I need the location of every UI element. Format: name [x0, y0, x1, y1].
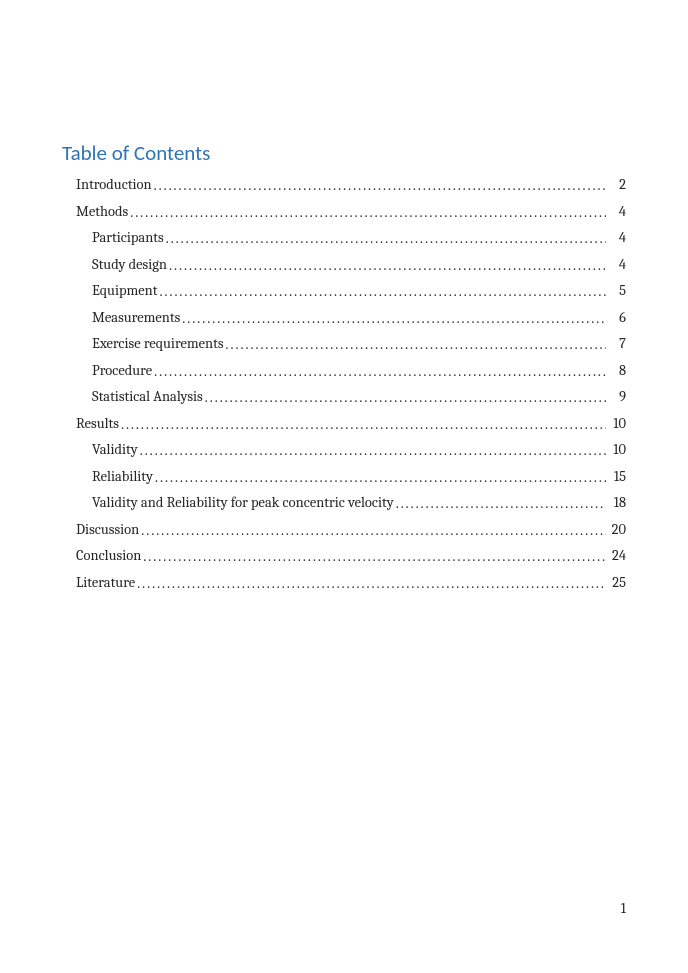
toc-entry-page: 9 [606, 390, 626, 405]
toc-entry-page: 4 [606, 231, 626, 246]
toc-entry-label: Conclusion [76, 549, 141, 564]
toc-entry-label: Literature [76, 576, 135, 591]
toc-entry-page: 24 [606, 549, 626, 564]
toc-entry-page: 6 [606, 311, 626, 326]
document-page: Table of Contents Introduction 2 Methods… [0, 0, 688, 973]
toc-entry: Participants 4 [62, 225, 626, 252]
toc-entry: Validity 10 [62, 437, 626, 464]
toc-leader-dots [203, 391, 606, 406]
toc-entry: Procedure 8 [62, 358, 626, 385]
toc-entry-page: 5 [606, 284, 626, 299]
toc-leader-dots [167, 259, 606, 274]
toc-leader-dots [152, 179, 606, 194]
toc-leader-dots [153, 471, 606, 486]
toc-entry: Validity and Reliability for peak concen… [62, 490, 626, 517]
toc-entry-label: Study design [92, 258, 167, 273]
toc-entry: Equipment 5 [62, 278, 626, 305]
toc-entry-page: 8 [606, 364, 626, 379]
toc-entry: Study design 4 [62, 252, 626, 279]
toc-entry-page: 4 [606, 258, 626, 273]
toc-entry-label: Discussion [76, 523, 139, 538]
toc-entry-label: Validity and Reliability for peak concen… [92, 496, 394, 511]
toc-entry: Reliability 15 [62, 464, 626, 491]
toc-entry-page: 2 [606, 178, 626, 193]
toc-leader-dots [128, 206, 606, 221]
toc-entry-label: Introduction [76, 178, 152, 193]
toc-leader-dots [119, 418, 606, 433]
toc-entry-page: 10 [606, 417, 626, 432]
toc-leader-dots [180, 312, 606, 327]
toc-entry-page: 10 [606, 443, 626, 458]
toc-leader-dots [152, 365, 606, 380]
toc-entry-page: 4 [606, 205, 626, 220]
toc-entry: Literature 25 [62, 570, 626, 597]
toc-entry-label: Procedure [92, 364, 152, 379]
toc-entry-label: Participants [92, 231, 164, 246]
toc-entry-label: Methods [76, 205, 128, 220]
toc-entry: Measurements 6 [62, 305, 626, 332]
toc-entry-label: Validity [92, 443, 138, 458]
toc-entry-label: Equipment [92, 284, 157, 299]
toc-leader-dots [157, 285, 606, 300]
toc-entry-label: Exercise requirements [92, 337, 224, 352]
table-of-contents: Introduction 2 Methods 4 Participants 4 … [62, 172, 626, 596]
toc-leader-dots [138, 444, 606, 459]
toc-leader-dots [394, 497, 606, 512]
toc-entry-label: Measurements [92, 311, 180, 326]
toc-entry: Conclusion 24 [62, 543, 626, 570]
toc-leader-dots [164, 232, 606, 247]
toc-entry: Discussion 20 [62, 517, 626, 544]
toc-leader-dots [135, 577, 606, 592]
toc-entry-page: 25 [606, 576, 626, 591]
toc-entry: Introduction 2 [62, 172, 626, 199]
toc-leader-dots [141, 550, 606, 565]
toc-entry-page: 7 [606, 337, 626, 352]
toc-entry-page: 20 [606, 523, 626, 538]
toc-entry-label: Results [76, 417, 119, 432]
toc-entry-page: 18 [606, 496, 626, 511]
toc-entry: Exercise requirements 7 [62, 331, 626, 358]
toc-leader-dots [139, 524, 606, 539]
toc-title: Table of Contents [62, 140, 626, 166]
toc-entry: Methods 4 [62, 199, 626, 226]
page-number: 1 [621, 900, 626, 917]
toc-entry-page: 15 [606, 470, 626, 485]
toc-entry: Statistical Analysis 9 [62, 384, 626, 411]
toc-entry: Results 10 [62, 411, 626, 438]
toc-entry-label: Reliability [92, 470, 153, 485]
toc-leader-dots [224, 338, 606, 353]
toc-entry-label: Statistical Analysis [92, 390, 203, 405]
